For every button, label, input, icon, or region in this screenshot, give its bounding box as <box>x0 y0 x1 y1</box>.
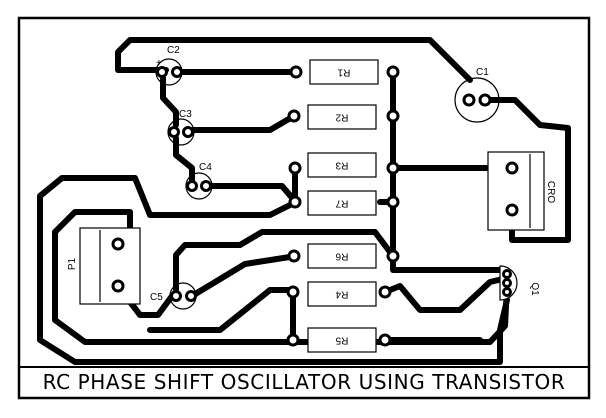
board-outline <box>17 16 591 400</box>
resistor-r2-body <box>307 104 377 130</box>
resistor-r1-body <box>309 59 379 85</box>
pad-c1-a <box>462 93 476 107</box>
pad-q1-collector <box>502 269 512 279</box>
pad-p1-top <box>111 237 125 251</box>
c2-label: C2 <box>167 45 180 56</box>
c5-label: C5 <box>150 292 163 303</box>
pad-r3-right <box>386 161 400 175</box>
pads <box>111 65 519 347</box>
capacitor-c1-outline <box>454 77 500 123</box>
c4-label: C4 <box>199 162 212 173</box>
pad-r4-left <box>286 285 300 299</box>
q1-label: Q1 <box>529 282 540 296</box>
r7-label: R7 <box>335 197 348 208</box>
trace-r4-q1 <box>382 275 510 313</box>
trace-outer-loop <box>37 175 510 365</box>
trace-c1-cro <box>481 97 571 243</box>
pad-r3-left <box>288 161 302 175</box>
pad-c3-a <box>168 126 180 138</box>
pad-r7-left <box>288 195 302 209</box>
trace-c5-r6 <box>173 229 396 293</box>
pad-c3-b <box>182 126 194 138</box>
trace-p1-loop <box>52 209 510 345</box>
trace-r6-q1 <box>390 253 510 273</box>
r4-label: R4 <box>335 288 348 299</box>
pad-c1-b <box>478 93 492 107</box>
resistor-r7-body <box>307 190 377 216</box>
pad-r6-left <box>287 249 301 263</box>
c3-label: C3 <box>179 109 192 120</box>
pad-c2-b <box>171 66 183 78</box>
r1-label: R1 <box>337 66 350 77</box>
resistor-labels: R1 R2 R3 R7 R6 R4 R5 <box>335 66 350 345</box>
r2-label: R2 <box>335 111 348 122</box>
pad-r7-right <box>386 195 400 209</box>
p1-body <box>79 227 141 305</box>
pad-r1-right <box>386 65 400 79</box>
pad-c5-a <box>170 290 182 302</box>
pad-q1-base <box>502 278 512 288</box>
pad-r5-left <box>286 333 300 347</box>
cro-label: CRO <box>545 181 556 203</box>
r5-label: R5 <box>335 334 348 345</box>
c1-label: C1 <box>476 67 489 78</box>
component-labels: C2 + C3 C4 C5 C1 P1 CRO Q1 <box>67 45 556 303</box>
c2-plus-label: + <box>156 58 162 69</box>
resistors <box>307 59 379 353</box>
trace-c3-c4 <box>173 135 195 183</box>
pad-c4-b <box>200 180 212 192</box>
pad-c4-a <box>186 180 198 192</box>
pad-r1-left <box>289 65 303 79</box>
trace-c4-r7 <box>203 183 297 203</box>
pad-cro-top <box>505 161 519 175</box>
resistor-r4-body <box>307 281 377 307</box>
pad-r2-right <box>386 109 400 123</box>
resistor-r6-body <box>307 243 377 269</box>
pad-r5-right <box>378 333 392 347</box>
pad-r6-right <box>386 249 400 263</box>
pad-r4-right <box>378 285 392 299</box>
trace-c2-c3 <box>160 75 179 128</box>
diagram-title: RC PHASE SHIFT OSCILLATOR USING TRANSIST… <box>42 370 566 394</box>
pad-c5-b <box>185 290 197 302</box>
resistor-r3-body <box>307 152 377 178</box>
trace-c3-r2 <box>183 113 297 133</box>
trace-c2-c1 <box>115 37 473 83</box>
trace-c5-r4 <box>189 253 299 299</box>
resistor-r5-body <box>307 327 377 353</box>
pad-p1-bottom <box>111 279 125 293</box>
pad-q1-emitter <box>502 287 512 297</box>
r3-label: R3 <box>335 159 348 170</box>
p1-label: P1 <box>67 257 78 270</box>
pad-r2-left <box>287 109 301 123</box>
pad-c2-a <box>156 66 168 78</box>
pad-cro-bottom <box>505 203 519 217</box>
trace-r4-c5 <box>147 287 296 333</box>
r6-label: R6 <box>335 250 348 261</box>
